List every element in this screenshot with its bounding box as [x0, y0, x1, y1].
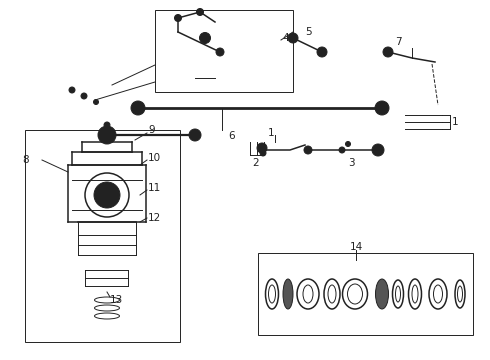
Circle shape: [99, 129, 111, 141]
Circle shape: [216, 48, 224, 56]
Text: 1: 1: [452, 117, 459, 127]
Circle shape: [383, 47, 393, 57]
Text: 3: 3: [348, 158, 355, 168]
Bar: [155, 10, 293, 92]
Text: 8: 8: [22, 155, 28, 165]
Circle shape: [174, 14, 181, 22]
Circle shape: [199, 32, 211, 44]
Circle shape: [375, 101, 389, 115]
Circle shape: [260, 150, 266, 156]
Circle shape: [202, 36, 207, 40]
Circle shape: [304, 146, 312, 154]
Ellipse shape: [375, 279, 389, 309]
Text: 1: 1: [268, 128, 274, 138]
Circle shape: [81, 93, 87, 99]
Circle shape: [288, 33, 298, 43]
Circle shape: [101, 189, 113, 201]
Text: 9: 9: [148, 125, 155, 135]
Circle shape: [196, 9, 203, 15]
Circle shape: [345, 141, 350, 147]
Circle shape: [189, 129, 201, 141]
Text: 5: 5: [305, 27, 312, 37]
Text: 7: 7: [395, 37, 402, 47]
Circle shape: [98, 126, 116, 144]
Text: 12: 12: [148, 213, 161, 223]
Circle shape: [339, 147, 345, 153]
Text: 6: 6: [228, 131, 235, 141]
Text: 13: 13: [110, 295, 123, 305]
Text: 11: 11: [148, 183, 161, 193]
Circle shape: [131, 101, 145, 115]
Circle shape: [372, 144, 384, 156]
Circle shape: [94, 182, 120, 208]
Text: 10: 10: [148, 153, 161, 163]
Bar: [25, 130, 180, 342]
Text: 14: 14: [350, 242, 363, 252]
Circle shape: [317, 47, 327, 57]
Circle shape: [103, 131, 111, 139]
Bar: [258, 253, 473, 335]
Circle shape: [257, 143, 267, 153]
Circle shape: [94, 99, 98, 104]
Circle shape: [104, 122, 110, 128]
Text: 4: 4: [282, 33, 289, 43]
Ellipse shape: [283, 279, 293, 309]
Circle shape: [69, 87, 75, 93]
Text: 2: 2: [252, 158, 259, 168]
